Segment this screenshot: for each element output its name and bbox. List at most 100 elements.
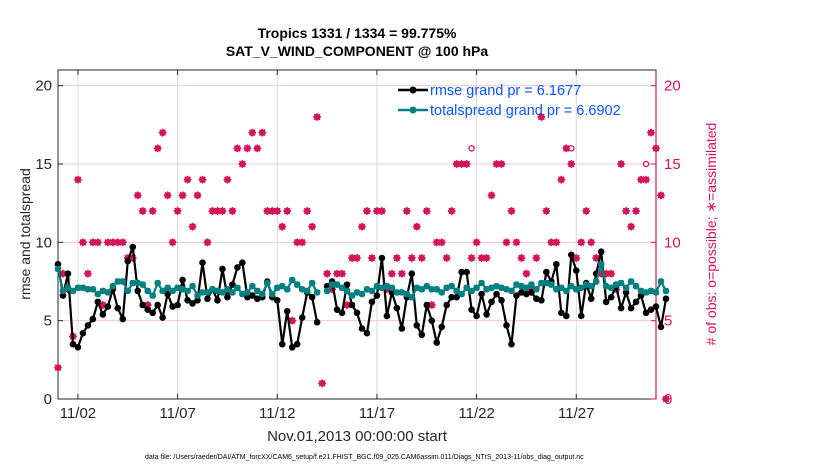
obs-cross-b <box>657 191 665 199</box>
obs-assimilated-marker <box>467 253 476 263</box>
totalspread-point <box>398 289 406 296</box>
totalspread-point <box>84 286 92 293</box>
obs-cross-b <box>273 207 281 215</box>
obs-assimilated-marker <box>223 175 232 184</box>
rmse-point <box>602 298 610 306</box>
rmse-point <box>433 339 441 346</box>
obs-assimilated-marker <box>507 206 516 216</box>
obs-cross-b <box>229 207 236 215</box>
totalspread-point <box>114 278 121 285</box>
obs-cross-b <box>114 238 122 246</box>
obs-cross-b <box>632 207 640 215</box>
totalspread-point <box>548 281 555 288</box>
obs-cross-b <box>488 191 495 199</box>
totalspread-point <box>607 284 615 291</box>
obs-cross-b <box>662 395 670 403</box>
totalspread-point <box>269 290 276 298</box>
obs-assimilated-marker <box>402 206 412 216</box>
obs-assimilated-marker <box>626 222 636 231</box>
rmse-point <box>617 304 625 312</box>
obs-assimilated-marker <box>168 238 177 247</box>
rmse-point <box>139 301 147 309</box>
obs-assimilated-marker <box>357 222 367 231</box>
obs-assimilated-marker <box>258 128 267 137</box>
rmse-point <box>124 257 132 265</box>
obs-assimilated-marker <box>462 159 471 169</box>
obs-cross-b <box>552 238 560 246</box>
totalspread-point <box>164 284 171 291</box>
totalspread-point <box>348 292 356 299</box>
totalspread-point <box>229 289 236 296</box>
legend-marker-rmse <box>409 86 417 94</box>
obs-cross-b <box>483 254 490 262</box>
obs-cross-b <box>547 238 555 246</box>
obs-cross-b <box>74 176 82 184</box>
rmse-point <box>64 270 72 277</box>
obs-assimilated-marker <box>83 269 93 278</box>
x-axis-ticks: 11/02 11/07 11/12 11/17 11/22 11/27 <box>60 70 594 422</box>
obs-cross-b <box>338 270 346 278</box>
obs-cross-b <box>463 160 470 168</box>
obs-cross-b <box>204 238 211 246</box>
obs-cross-b <box>169 238 176 246</box>
rmse-point <box>74 344 82 351</box>
obs-assimilated-marker <box>273 206 282 216</box>
obs-assimilated-marker <box>53 363 63 372</box>
rmse-point <box>577 312 585 320</box>
obs-cross-b <box>607 270 615 278</box>
obs-cross-b <box>333 270 341 278</box>
rmse-point <box>119 315 127 323</box>
obs-assimilated-marker <box>631 206 641 216</box>
totalspread-point <box>264 279 271 287</box>
rmse-point <box>518 289 525 296</box>
totalspread-point <box>553 286 560 293</box>
totalspread-point <box>308 279 316 287</box>
obs-cross-b <box>617 160 625 168</box>
obs-assimilated-marker <box>198 175 207 184</box>
obs-assimilated-marker <box>243 144 252 153</box>
totalspread-point <box>109 283 117 290</box>
obs-assimilated-marker <box>517 253 526 263</box>
obs-assimilated-marker <box>73 175 83 184</box>
rmse-point <box>543 268 550 276</box>
obs-assimilated-marker <box>492 159 501 169</box>
y-left-tick-label: 0 <box>44 391 52 408</box>
rmse-point <box>627 304 635 312</box>
series-rmse <box>54 243 670 351</box>
legend-item-totalspread: totalspread grand pr = 6.6902 <box>398 103 621 119</box>
totalspread-point <box>528 281 535 288</box>
obs-assimilated-marker <box>193 191 202 200</box>
totalspread-point <box>642 289 650 296</box>
rmse-point <box>313 318 321 326</box>
rmse-point <box>104 303 112 310</box>
obs-cross-b <box>567 160 575 168</box>
rmse-point <box>458 268 465 276</box>
obs-cross-b <box>149 207 157 215</box>
totalspread-point <box>353 289 361 296</box>
totalspread-point <box>573 286 580 293</box>
totalspread-point <box>209 286 216 293</box>
obs-cross-b <box>179 191 186 199</box>
totalspread-point <box>637 287 645 295</box>
obs-assimilated-marker <box>452 159 461 169</box>
rmse-point <box>398 325 406 332</box>
obs-markers <box>53 112 671 404</box>
obs-cross-b <box>189 223 196 231</box>
legend-label-totalspread: totalspread grand pr = 6.6902 <box>430 103 621 119</box>
obs-assimilated-marker <box>387 269 397 278</box>
rmse-point <box>622 289 630 296</box>
rmse-point <box>174 301 181 309</box>
totalspread-point <box>632 283 640 290</box>
obs-possible-marker <box>642 160 650 168</box>
obs-cross-b <box>244 144 251 152</box>
obs-assimilated-marker <box>577 238 586 247</box>
obs-cross-b <box>293 238 301 246</box>
totalspread-point <box>597 261 605 268</box>
totalspread-point <box>204 289 211 296</box>
totalspread-point <box>418 286 425 293</box>
obs-cross-b <box>622 207 630 215</box>
obs-assimilated-marker <box>158 128 167 137</box>
totalspread-point <box>249 283 256 290</box>
obs-cross-b <box>418 254 426 262</box>
rmse-point <box>308 293 316 301</box>
